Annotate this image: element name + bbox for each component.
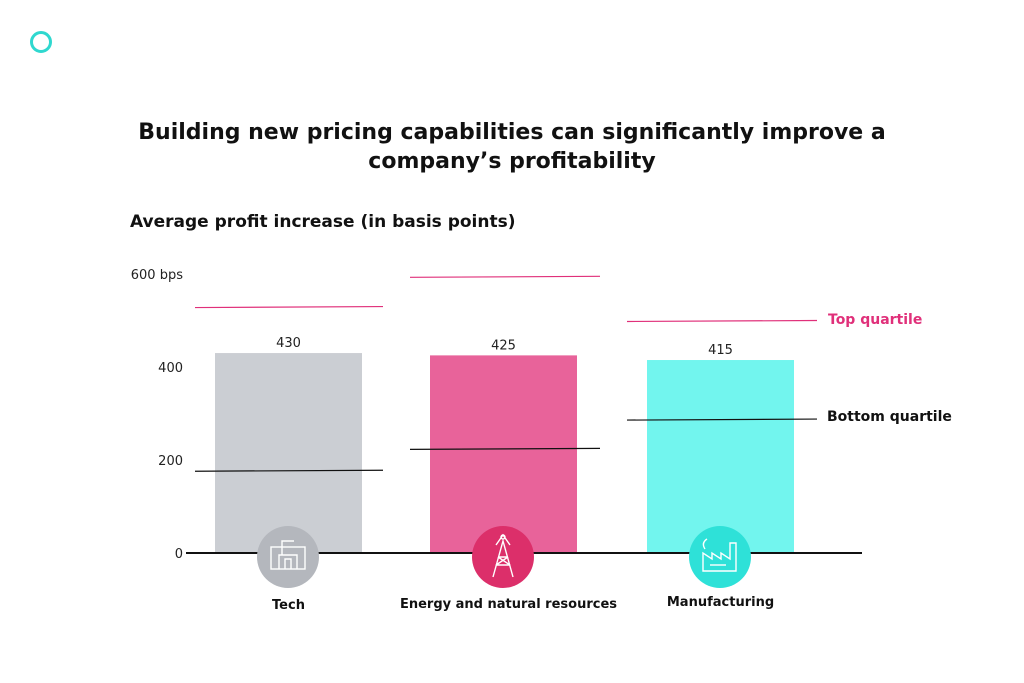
y-tick-label-0: 0 [175, 547, 183, 562]
y-tick-label-3: 600 bps [131, 268, 183, 283]
top-quartile-line-2 [626, 319, 818, 323]
value-label-1: 425 [491, 338, 516, 353]
y-tick-label-1: 200 [158, 454, 183, 469]
tech-icon [257, 526, 319, 588]
bar-2 [647, 360, 794, 553]
factory-icon-smoke [702, 538, 708, 550]
chart-subtitle: Average profit increase (in basis points… [130, 212, 516, 232]
y-tick-label-2: 400 [158, 361, 183, 376]
category-label-0: Tech [272, 598, 305, 613]
bar-0 [215, 353, 362, 553]
category-label-1: Energy and natural resources [400, 597, 617, 612]
category-label-2: Manufacturing [667, 595, 774, 610]
top-quartile-line-0 [194, 305, 384, 309]
chart-title: Building new pricing capabilities can si… [0, 118, 1024, 176]
energy-icon-braces [495, 556, 511, 566]
tech-icon-screen [270, 546, 306, 570]
bottom-quartile-line-0 [194, 469, 384, 472]
tech-icon-core [284, 558, 292, 569]
brand-ring-icon [30, 31, 52, 53]
legend-bottom-quartile: Bottom quartile [827, 409, 952, 425]
title-line-2: company’s profitability [368, 149, 656, 174]
legend-top-quartile: Top quartile [828, 312, 923, 328]
title-line-1: Building new pricing capabilities can si… [138, 120, 886, 145]
tech-icon-top [281, 540, 294, 555]
tech-icon-stand [278, 554, 298, 569]
factory-icon-body [702, 542, 737, 572]
energy-icon-tip [500, 534, 506, 540]
bar-1 [430, 355, 577, 553]
factory-icon [689, 526, 751, 588]
value-label-0: 430 [276, 336, 301, 351]
value-label-2: 415 [708, 343, 733, 358]
bottom-quartile-line-1 [409, 447, 601, 450]
bottom-quartile-line-2 [626, 418, 818, 421]
top-quartile-line-1 [409, 275, 601, 278]
